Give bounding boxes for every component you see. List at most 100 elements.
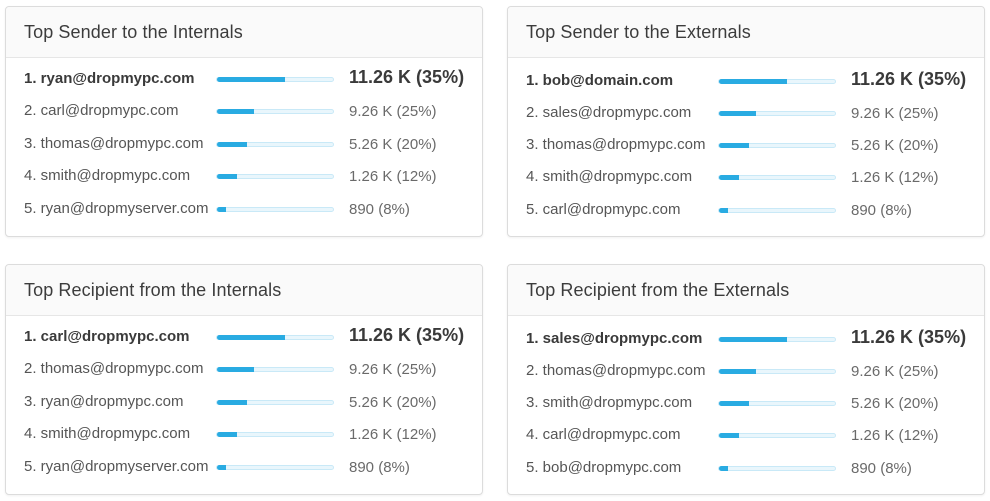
progress-bar bbox=[718, 143, 836, 148]
list-item: 1. ryan@dropmypc.com 11.26 K (35%) bbox=[6, 67, 482, 94]
count-value: 9.26 K (25%) bbox=[349, 103, 437, 120]
progress-bar-fill bbox=[719, 401, 749, 406]
progress-bar-fill bbox=[719, 433, 739, 438]
list-item: 4. smith@dropmypc.com 1.26 K (12%) bbox=[508, 168, 984, 192]
count-value: 9.26 K (25%) bbox=[851, 363, 939, 380]
progress-bar-fill bbox=[719, 369, 756, 374]
email-address: 4. smith@dropmypc.com bbox=[24, 167, 191, 184]
progress-bar bbox=[216, 465, 334, 470]
email-address: 3. thomas@dropmypc.com bbox=[526, 136, 706, 153]
progress-bar-fill bbox=[217, 465, 226, 470]
card-title: Top Recipient from the Externals bbox=[526, 280, 790, 300]
count-value: 5.26 K (20%) bbox=[851, 395, 939, 412]
count-value: 890 (8%) bbox=[851, 202, 912, 219]
email-address: 4. smith@dropmypc.com bbox=[24, 425, 191, 442]
progress-bar bbox=[216, 207, 334, 212]
list-item: 1. carl@dropmypc.com 11.26 K (35%) bbox=[6, 325, 482, 352]
email-address: 1. carl@dropmypc.com bbox=[24, 328, 190, 345]
list-item: 2. thomas@dropmypc.com 9.26 K (25%) bbox=[6, 360, 482, 384]
list-item: 5. bob@dropmypc.com 890 (8%) bbox=[508, 459, 984, 483]
progress-bar-fill bbox=[217, 335, 285, 340]
progress-bar bbox=[216, 77, 334, 82]
progress-bar bbox=[216, 109, 334, 114]
count-value: 5.26 K (20%) bbox=[349, 136, 437, 153]
progress-bar-fill bbox=[719, 337, 787, 342]
card-header: Top Recipient from the Externals bbox=[508, 265, 984, 316]
progress-bar bbox=[216, 432, 334, 437]
progress-bar-fill bbox=[719, 143, 749, 148]
progress-bar-fill bbox=[217, 367, 254, 372]
progress-bar bbox=[216, 367, 334, 372]
top-sender-externals-card: Top Sender to the Externals 1. bob@domai… bbox=[507, 6, 985, 237]
count-value: 1.26 K (12%) bbox=[851, 427, 939, 444]
count-value: 11.26 K (35%) bbox=[851, 69, 967, 89]
top-sender-internals-card: Top Sender to the Internals 1. ryan@drop… bbox=[5, 6, 483, 237]
progress-bar-fill bbox=[217, 400, 247, 405]
progress-bar-fill bbox=[217, 207, 226, 212]
card-header: Top Sender to the Internals bbox=[6, 7, 482, 58]
list-item: 4. carl@dropmypc.com 1.26 K (12%) bbox=[508, 426, 984, 450]
count-value: 890 (8%) bbox=[349, 201, 410, 218]
email-address: 1. ryan@dropmypc.com bbox=[24, 70, 195, 87]
email-address: 1. bob@domain.com bbox=[526, 72, 674, 89]
progress-bar bbox=[718, 111, 836, 116]
list-item: 5. carl@dropmypc.com 890 (8%) bbox=[508, 201, 984, 225]
list-item: 1. sales@dropmypc.com 11.26 K (35%) bbox=[508, 327, 984, 354]
card-title: Top Sender to the Internals bbox=[24, 22, 243, 42]
progress-bar-fill bbox=[217, 174, 237, 179]
email-address: 5. ryan@dropmyserver.com bbox=[24, 458, 209, 475]
progress-bar bbox=[718, 369, 836, 374]
progress-bar bbox=[718, 337, 836, 342]
email-address: 2. thomas@dropmypc.com bbox=[24, 360, 204, 377]
progress-bar-fill bbox=[217, 77, 285, 82]
count-value: 5.26 K (20%) bbox=[349, 394, 437, 411]
count-value: 11.26 K (35%) bbox=[349, 67, 465, 87]
count-value: 1.26 K (12%) bbox=[349, 168, 437, 185]
count-value: 890 (8%) bbox=[349, 459, 410, 476]
top-recipient-internals-card: Top Recipient from the Internals 1. carl… bbox=[5, 264, 483, 495]
email-address: 1. sales@dropmypc.com bbox=[526, 330, 703, 347]
list-item: 5. ryan@dropmyserver.com 890 (8%) bbox=[6, 458, 482, 482]
progress-bar bbox=[718, 175, 836, 180]
list-item: 4. smith@dropmypc.com 1.26 K (12%) bbox=[6, 425, 482, 449]
progress-bar-fill bbox=[217, 432, 237, 437]
top-recipient-externals-card: Top Recipient from the Externals 1. sale… bbox=[507, 264, 985, 495]
list-item: 4. smith@dropmypc.com 1.26 K (12%) bbox=[6, 167, 482, 191]
email-address: 5. bob@dropmypc.com bbox=[526, 459, 682, 476]
progress-bar-fill bbox=[719, 208, 728, 213]
progress-bar-fill bbox=[719, 175, 739, 180]
list-item: 2. sales@dropmypc.com 9.26 K (25%) bbox=[508, 104, 984, 128]
list-item: 2. thomas@dropmypc.com 9.26 K (25%) bbox=[508, 362, 984, 386]
email-address: 4. smith@dropmypc.com bbox=[526, 168, 693, 185]
count-value: 9.26 K (25%) bbox=[349, 361, 437, 378]
progress-bar bbox=[216, 142, 334, 147]
progress-bar-fill bbox=[217, 109, 254, 114]
email-address: 4. carl@dropmypc.com bbox=[526, 426, 681, 443]
progress-bar-fill bbox=[719, 79, 787, 84]
progress-bar-fill bbox=[719, 466, 728, 471]
list-item: 3. smith@dropmypc.com 5.26 K (20%) bbox=[508, 394, 984, 418]
progress-bar bbox=[216, 174, 334, 179]
count-value: 1.26 K (12%) bbox=[851, 169, 939, 186]
email-address: 3. thomas@dropmypc.com bbox=[24, 135, 204, 152]
list-item: 1. bob@domain.com 11.26 K (35%) bbox=[508, 69, 984, 96]
email-address: 2. carl@dropmypc.com bbox=[24, 102, 179, 119]
progress-bar-fill bbox=[719, 111, 756, 116]
count-value: 890 (8%) bbox=[851, 460, 912, 477]
count-value: 11.26 K (35%) bbox=[851, 327, 967, 347]
email-address: 3. ryan@dropmypc.com bbox=[24, 393, 184, 410]
email-address: 3. smith@dropmypc.com bbox=[526, 394, 693, 411]
progress-bar bbox=[718, 79, 836, 84]
count-value: 1.26 K (12%) bbox=[349, 426, 437, 443]
card-header: Top Sender to the Externals bbox=[508, 7, 984, 58]
progress-bar bbox=[216, 335, 334, 340]
list-item: 2. carl@dropmypc.com 9.26 K (25%) bbox=[6, 102, 482, 126]
list-item: 3. ryan@dropmypc.com 5.26 K (20%) bbox=[6, 393, 482, 417]
list-item: 5. ryan@dropmyserver.com 890 (8%) bbox=[6, 200, 482, 224]
card-title: Top Recipient from the Internals bbox=[24, 280, 282, 300]
card-header: Top Recipient from the Internals bbox=[6, 265, 482, 316]
list-item: 3. thomas@dropmypc.com 5.26 K (20%) bbox=[508, 136, 984, 160]
progress-bar bbox=[718, 208, 836, 213]
progress-bar bbox=[718, 466, 836, 471]
progress-bar bbox=[718, 401, 836, 406]
